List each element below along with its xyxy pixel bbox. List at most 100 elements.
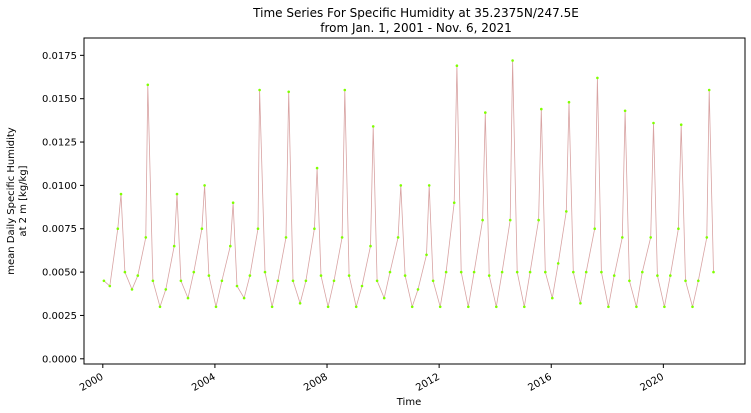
data-point	[425, 253, 428, 257]
data-point	[551, 296, 554, 300]
data-point	[500, 270, 504, 274]
data-point	[136, 274, 140, 277]
data-point	[484, 111, 487, 114]
data-point	[354, 305, 358, 309]
data-point	[130, 288, 134, 291]
data-point	[523, 305, 526, 309]
data-point	[158, 305, 162, 309]
data-point	[108, 284, 112, 288]
data-point	[388, 270, 392, 274]
data-point	[399, 184, 403, 187]
data-point	[623, 109, 627, 113]
data-point	[304, 279, 308, 283]
data-point	[663, 305, 666, 309]
data-point	[515, 270, 519, 274]
y-tick-label: 0.0150	[42, 94, 77, 105]
data-point	[340, 236, 344, 239]
data-point	[511, 59, 514, 62]
data-point	[495, 305, 498, 309]
data-point	[229, 244, 232, 248]
data-point	[452, 201, 456, 204]
data-point	[256, 227, 260, 230]
data-point	[641, 270, 644, 274]
data-point	[444, 270, 448, 274]
data-point	[242, 296, 246, 300]
data-point	[567, 100, 571, 104]
data-point	[556, 262, 560, 265]
data-point	[315, 166, 319, 170]
plot-frame	[83, 37, 746, 365]
data-point	[319, 274, 323, 277]
data-point	[544, 270, 547, 274]
data-point	[649, 236, 652, 239]
data-point	[179, 279, 183, 283]
data-point	[431, 279, 435, 283]
data-point	[403, 274, 407, 277]
data-point	[375, 279, 379, 283]
data-point	[635, 305, 638, 309]
data-point	[455, 64, 459, 67]
data-point	[298, 302, 302, 305]
data-point	[656, 274, 659, 277]
series-line	[103, 60, 714, 309]
data-point	[123, 270, 127, 274]
data-point	[481, 218, 484, 222]
data-point	[396, 236, 400, 239]
data-point	[697, 279, 700, 283]
data-point	[192, 270, 196, 274]
data-point	[612, 274, 616, 277]
data-point	[472, 270, 476, 274]
data-point	[416, 288, 420, 291]
data-point	[679, 123, 683, 126]
data-point	[284, 236, 288, 239]
data-point	[326, 305, 330, 309]
data-point	[119, 192, 123, 196]
data-point	[677, 227, 680, 230]
data-point	[540, 107, 543, 111]
data-point	[705, 236, 709, 239]
data-point	[508, 218, 512, 222]
data-point	[427, 184, 431, 187]
data-point	[360, 284, 364, 288]
y-axis-label-line-1: mean Daily Specific Humidity	[6, 127, 17, 275]
data-point	[628, 279, 631, 283]
data-point	[707, 88, 711, 92]
data-point	[607, 305, 610, 309]
y-tick-label: 0.0175	[42, 51, 77, 62]
data-point	[287, 90, 291, 94]
data-point	[235, 284, 239, 288]
data-point	[258, 88, 261, 92]
data-point	[220, 279, 224, 283]
chart-title-line-1: Time Series For Specific Humidity at 35.…	[252, 6, 579, 20]
data-point	[669, 274, 672, 277]
data-point	[572, 270, 575, 274]
data-point	[248, 274, 252, 277]
data-point	[537, 218, 540, 222]
y-tick-label: 0.0075	[42, 224, 77, 235]
data-point	[382, 296, 386, 300]
data-point	[175, 192, 179, 196]
chart-title-line-2: from Jan. 1, 2001 - Nov. 6, 2021	[320, 21, 512, 35]
data-point	[186, 296, 190, 300]
data-point	[144, 236, 148, 239]
data-point	[410, 305, 414, 309]
data-point	[565, 210, 568, 213]
y-tick-label: 0.0025	[42, 311, 77, 322]
data-point	[207, 274, 211, 277]
data-point	[332, 279, 336, 283]
data-point	[151, 279, 155, 283]
data-point	[291, 279, 295, 283]
y-axis-label-line-2: at 2 m [kg/kg]	[18, 165, 29, 236]
data-point	[347, 274, 351, 277]
data-point	[684, 279, 687, 283]
y-tick-label: 0.0050	[42, 268, 77, 279]
data-point	[438, 305, 442, 309]
data-point	[369, 244, 372, 248]
series-layer	[102, 59, 715, 309]
data-point	[313, 227, 316, 230]
x-axis-label: Time	[396, 397, 421, 408]
data-point	[276, 279, 280, 283]
data-point	[343, 88, 347, 92]
data-point	[231, 201, 235, 204]
